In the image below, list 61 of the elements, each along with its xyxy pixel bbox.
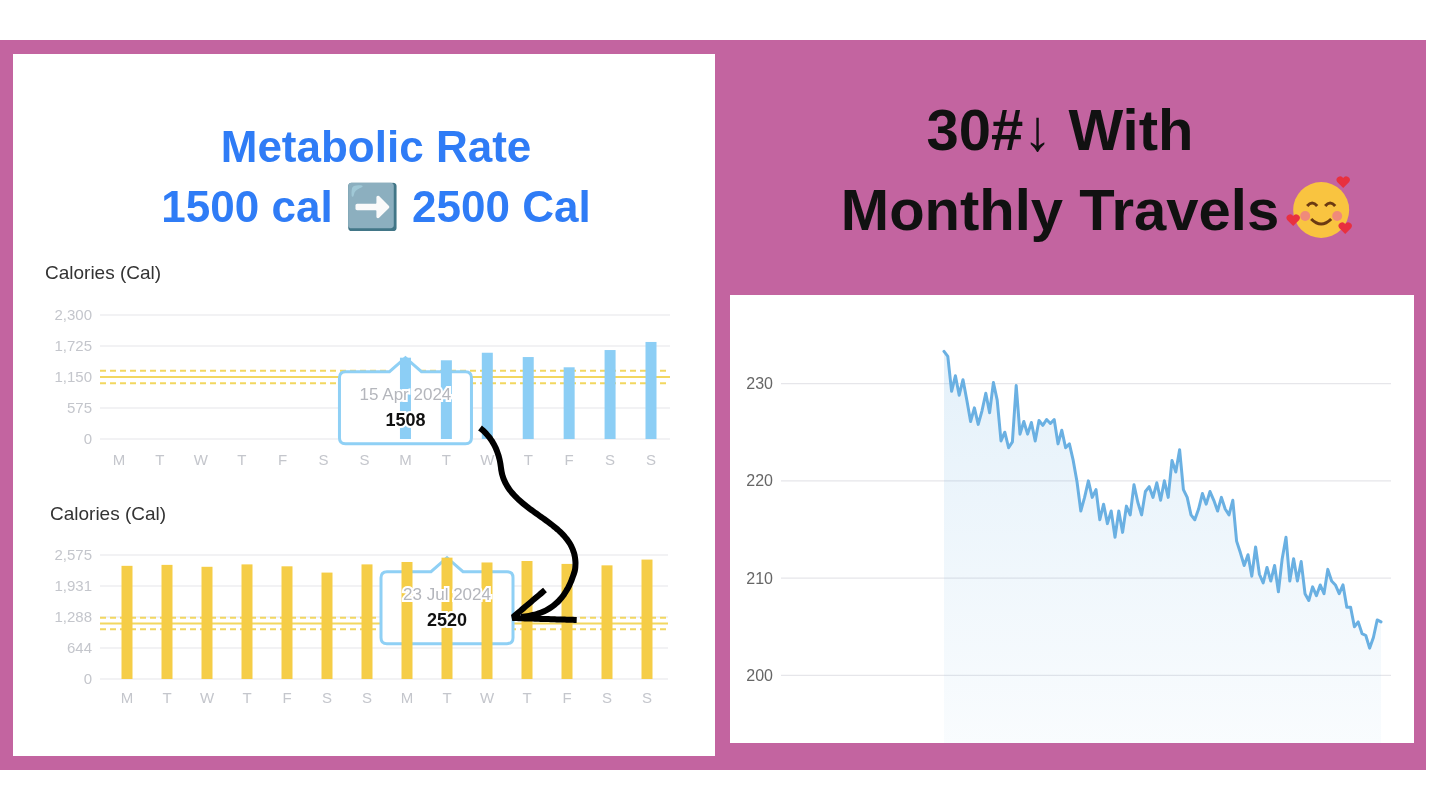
x-tick-label: S bbox=[601, 689, 613, 706]
x-tick-label: W bbox=[193, 451, 209, 468]
x-tick-label: T bbox=[237, 451, 247, 468]
bar bbox=[481, 352, 493, 439]
x-tick-label: T bbox=[523, 451, 533, 468]
y-tick-label: 575 bbox=[66, 399, 92, 417]
bar bbox=[601, 565, 613, 679]
x-tick-label: S bbox=[359, 451, 370, 468]
y-tick-label: 230 bbox=[746, 375, 774, 393]
bar bbox=[641, 559, 653, 679]
y-tick-label: 220 bbox=[746, 472, 774, 490]
y-axis-title: Calories (Cal) bbox=[45, 262, 162, 283]
y-tick-label: 1,725 bbox=[54, 337, 92, 355]
bar bbox=[361, 564, 373, 679]
x-tick-label: W bbox=[199, 689, 215, 706]
x-tick-label: T bbox=[442, 689, 452, 706]
x-tick-label: F bbox=[562, 689, 572, 706]
bar bbox=[321, 572, 333, 679]
bar bbox=[161, 564, 173, 679]
bar bbox=[522, 357, 534, 439]
x-tick-label: S bbox=[605, 451, 616, 468]
y-tick-label: 644 bbox=[66, 639, 92, 657]
x-tick-label: S bbox=[321, 689, 333, 706]
bar bbox=[121, 565, 133, 679]
x-tick-label: S bbox=[641, 689, 653, 706]
x-tick-label: M bbox=[399, 451, 412, 468]
y-tick-label: 1,150 bbox=[54, 368, 92, 386]
y-axis-title: Calories (Cal) bbox=[50, 503, 167, 524]
y-tick-label: 0 bbox=[83, 430, 92, 448]
x-tick-label: S bbox=[318, 451, 329, 468]
y-tick-label: 0 bbox=[83, 670, 92, 688]
x-tick-label: T bbox=[441, 451, 451, 468]
data-label: 1508 bbox=[385, 409, 426, 430]
bar bbox=[645, 341, 657, 439]
x-tick-label: W bbox=[479, 689, 495, 706]
x-tick-label: F bbox=[282, 689, 292, 706]
y-tick-label: 200 bbox=[746, 667, 774, 684]
bar bbox=[201, 566, 213, 679]
x-tick-label: F bbox=[278, 451, 288, 468]
bar bbox=[241, 564, 253, 679]
x-tick-label: F bbox=[564, 451, 574, 468]
y-tick-label: 2,575 bbox=[54, 546, 92, 564]
x-tick-label: S bbox=[645, 451, 657, 468]
x-tick-label: W bbox=[480, 451, 496, 468]
chart-title: 30#↓ With Monthly Travels bbox=[840, 97, 1280, 242]
x-tick-label: M bbox=[400, 689, 414, 706]
y-tick-label: 1,931 bbox=[54, 577, 92, 595]
x-tick-label: S bbox=[361, 689, 373, 706]
bar bbox=[281, 566, 293, 679]
y-tick-label: 2,300 bbox=[54, 306, 92, 324]
y-tick-label: 1,288 bbox=[54, 608, 92, 626]
bar bbox=[604, 350, 616, 439]
x-tick-label: T bbox=[242, 689, 252, 706]
x-tick-label: T bbox=[155, 451, 165, 468]
x-tick-label: M bbox=[112, 451, 126, 468]
x-tick-label: M bbox=[120, 689, 134, 706]
chart-title: Metabolic Rate 1500 cal ➡ 2500 Cal bbox=[161, 122, 591, 232]
y-tick-label: 210 bbox=[746, 569, 774, 587]
bar bbox=[563, 367, 575, 439]
x-tick-label: T bbox=[522, 689, 532, 706]
x-tick-label: T bbox=[162, 689, 172, 706]
